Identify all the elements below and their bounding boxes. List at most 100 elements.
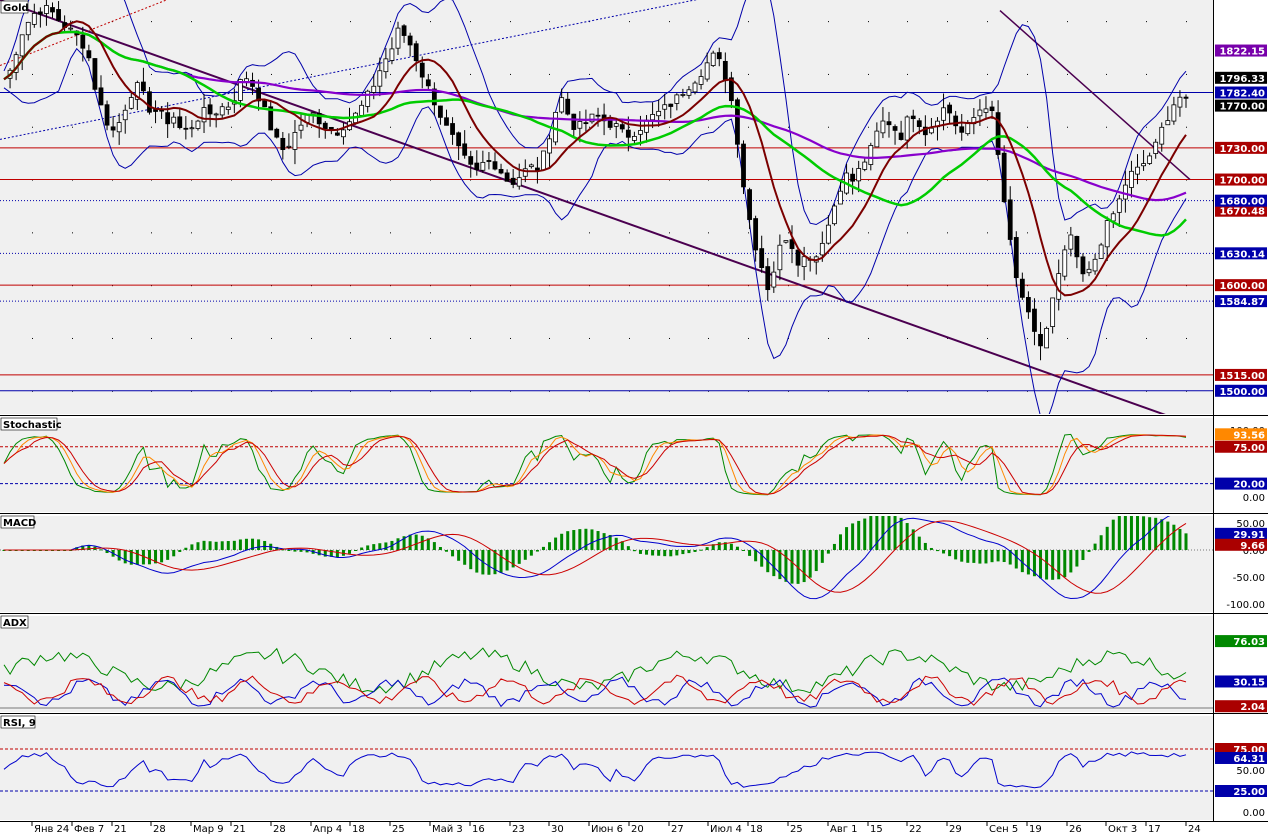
macd-histogram-bar <box>681 550 685 555</box>
adx-tag: 30.15 <box>1215 675 1267 688</box>
candle-body <box>1165 120 1171 126</box>
svg-text:1584.87: 1584.87 <box>1219 297 1265 308</box>
macd-histogram-bar <box>554 537 558 550</box>
candle-body <box>104 104 110 126</box>
svg-text:1515.00: 1515.00 <box>1219 371 1265 382</box>
candle-body <box>619 124 625 130</box>
date-label: Июл 4 <box>710 824 742 834</box>
macd-histogram-bar <box>911 529 915 550</box>
candle-body <box>1159 126 1165 145</box>
price-tag: 1680.00 <box>1215 194 1267 208</box>
macd-histogram-bar <box>263 540 267 550</box>
candle-body <box>116 122 122 133</box>
price-tag: 1515.00 <box>1215 368 1267 382</box>
candle-body <box>377 70 383 87</box>
candle-body <box>704 62 710 80</box>
macd-histogram-bar <box>966 550 970 563</box>
macd-histogram-bar <box>1123 516 1127 550</box>
candle-body <box>510 177 516 185</box>
macd-signal-line <box>4 520 1187 594</box>
macd-histogram-bar <box>651 550 655 556</box>
candle-body <box>1116 198 1122 213</box>
macd-histogram-bar <box>942 550 946 554</box>
candle-body <box>856 168 862 182</box>
candle-body <box>407 35 413 46</box>
candle-body <box>789 239 795 249</box>
macd-histogram-bar <box>742 550 746 551</box>
candle-body <box>892 126 898 131</box>
macd-histogram-bar <box>784 550 788 582</box>
macd-histogram-bar <box>487 550 491 575</box>
price-tag: 1670.48 <box>1215 204 1267 218</box>
candle-body <box>1104 220 1110 248</box>
date-label: 21 <box>233 824 246 834</box>
price-tag: 1770.00 <box>1215 99 1267 113</box>
date-label: 30 <box>551 824 564 834</box>
macd-histogram-bar <box>566 531 570 550</box>
candle-body <box>1086 268 1092 274</box>
macd-histogram-bar <box>778 550 782 580</box>
price-tag: 1500.00 <box>1215 384 1267 398</box>
macd-histogram-bar <box>626 546 630 550</box>
candle-body <box>1038 334 1043 347</box>
date-label: Апр 4 <box>313 824 342 834</box>
svg-text:1680.00: 1680.00 <box>1219 197 1265 208</box>
candle-body <box>1098 244 1104 259</box>
candle-body <box>735 99 740 145</box>
svg-text:1630.14: 1630.14 <box>1219 249 1265 260</box>
macd-histogram-bar <box>251 538 255 550</box>
candle-body <box>450 123 455 135</box>
macd-histogram-bar <box>735 546 739 550</box>
candle-body <box>716 52 722 60</box>
candle-body <box>110 126 116 131</box>
candle-body <box>147 91 152 113</box>
stoch-k-line <box>3 433 1187 496</box>
macd-histogram-bar <box>1184 533 1188 550</box>
candle-body <box>189 127 195 130</box>
candle-body <box>565 98 571 115</box>
svg-text:29.91: 29.91 <box>1233 530 1265 541</box>
candle-body <box>1013 237 1019 279</box>
candle-body <box>613 123 619 127</box>
macd-histogram-bar <box>135 550 139 565</box>
candle-body <box>141 81 146 92</box>
macd-histogram-bar <box>511 550 515 568</box>
candle-body <box>256 87 261 102</box>
macd-histogram-bar <box>184 547 188 550</box>
macd-histogram-bar <box>669 550 673 557</box>
macd-histogram-bar <box>469 550 473 570</box>
candle-body <box>44 5 49 14</box>
macd-histogram-bar <box>463 550 467 565</box>
candle-body <box>741 143 746 188</box>
candle-body <box>1183 96 1189 99</box>
candle-body <box>759 248 765 268</box>
stoch-slow-line <box>3 434 1187 495</box>
macd-histogram-bar <box>517 550 521 564</box>
date-label: Сен 5 <box>989 824 1018 834</box>
svg-text:1700.00: 1700.00 <box>1219 176 1265 187</box>
svg-text:1822.15: 1822.15 <box>1219 47 1265 58</box>
date-label: 21 <box>114 824 127 834</box>
rsi-tag: 64.31 <box>1215 751 1267 765</box>
macd-histogram-bar <box>754 550 758 562</box>
macd-histogram-bar <box>723 542 727 550</box>
candle-body <box>674 94 680 104</box>
stoch-tag: 93.56 <box>1215 428 1267 441</box>
candle-body <box>50 7 55 13</box>
macd-histogram-bar <box>1020 550 1024 573</box>
candle-body <box>983 108 989 113</box>
candle-body <box>559 97 565 113</box>
svg-text:1782.40: 1782.40 <box>1219 89 1265 100</box>
price-axis-bg <box>1213 0 1268 834</box>
macd-histogram-bar <box>663 550 667 557</box>
candle-body <box>1001 152 1007 203</box>
macd-histogram-bar <box>1008 550 1012 565</box>
macd-histogram-bar <box>996 550 1000 562</box>
date-label: 19 <box>1029 824 1042 834</box>
candle-body <box>1122 184 1128 200</box>
svg-text:64.31: 64.31 <box>1233 754 1265 765</box>
candle-body <box>801 256 807 268</box>
candle-body <box>1141 163 1146 167</box>
candle-body <box>1032 308 1037 332</box>
